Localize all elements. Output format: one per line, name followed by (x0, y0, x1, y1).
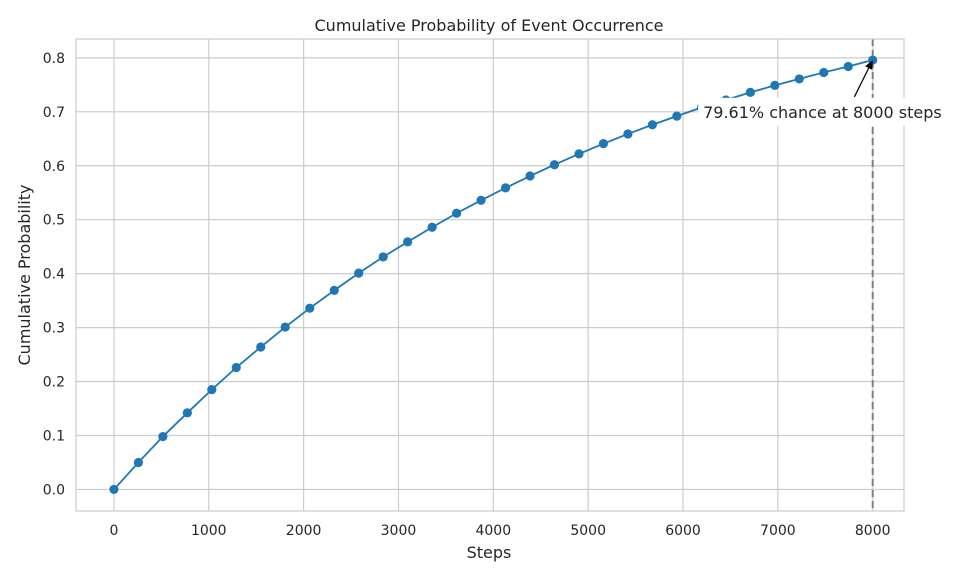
data-point (403, 237, 413, 247)
data-point (378, 252, 388, 262)
data-point (280, 322, 290, 332)
y-tick-label: 0.6 (43, 159, 65, 175)
data-point (647, 120, 657, 130)
plot-frame (75, 38, 905, 512)
data-point (843, 61, 853, 72)
data-point (770, 80, 780, 90)
data-point (231, 362, 241, 373)
y-axis-title: Cumulative Probability (15, 185, 34, 366)
y-tick-label: 0.3 (43, 321, 65, 337)
x-tick-label: 8000 (855, 523, 891, 539)
x-tick-label: 3000 (381, 523, 417, 539)
y-tick-label: 0.4 (43, 267, 65, 283)
x-tick-label: 5000 (570, 523, 606, 539)
data-point (525, 171, 535, 181)
annotation-arrowhead (865, 59, 873, 70)
data-point (256, 342, 266, 352)
y-tick-label: 0.7 (43, 105, 65, 121)
y-tick-label: 0.8 (43, 51, 65, 67)
data-point (427, 222, 437, 232)
x-tick-label: 6000 (665, 523, 701, 539)
y-axis-ticks: 0.0 0.1 0.2 0.3 0.4 0.5 0.6 0.7 0.8 (43, 51, 65, 499)
data-point (476, 195, 486, 205)
data-point (158, 431, 168, 442)
x-tick-label: 0 (109, 523, 118, 539)
data-point (329, 285, 339, 295)
annotation-layer: 79.61% chance at 8000 steps (698, 59, 947, 126)
x-axis-ticks: 0 1000 2000 3000 4000 5000 6000 7000 8000 (109, 523, 890, 539)
x-tick-label: 4000 (475, 523, 511, 539)
chart-title: Cumulative Probability of Event Occurren… (315, 16, 664, 35)
annotation-label: 79.61% chance at 8000 steps (703, 103, 942, 122)
y-tick-label: 0.0 (43, 482, 65, 498)
y-tick-label: 0.2 (43, 375, 65, 391)
data-point (133, 457, 144, 468)
y-tick-label: 0.1 (43, 428, 65, 444)
data-point (549, 160, 560, 170)
data-point (207, 385, 217, 395)
data-point (672, 111, 682, 121)
data-point (574, 149, 584, 159)
data-point (794, 74, 804, 84)
data-point (623, 129, 633, 139)
data-point (305, 303, 315, 313)
y-tick-label: 0.5 (43, 213, 65, 229)
x-axis-title: Steps (467, 543, 512, 562)
x-tick-label: 2000 (286, 523, 322, 539)
data-point (354, 268, 364, 278)
data-point (109, 484, 119, 495)
x-tick-label: 7000 (760, 523, 796, 539)
data-point (182, 408, 192, 418)
annotation-arrow (853, 67, 870, 98)
annotation-background (698, 97, 947, 126)
data-point (819, 67, 829, 78)
series-layer (109, 55, 878, 495)
data-point (500, 183, 511, 193)
x-tick-label: 1000 (191, 523, 227, 539)
data-point (452, 208, 462, 218)
data-point (745, 87, 755, 98)
data-point (598, 139, 609, 149)
